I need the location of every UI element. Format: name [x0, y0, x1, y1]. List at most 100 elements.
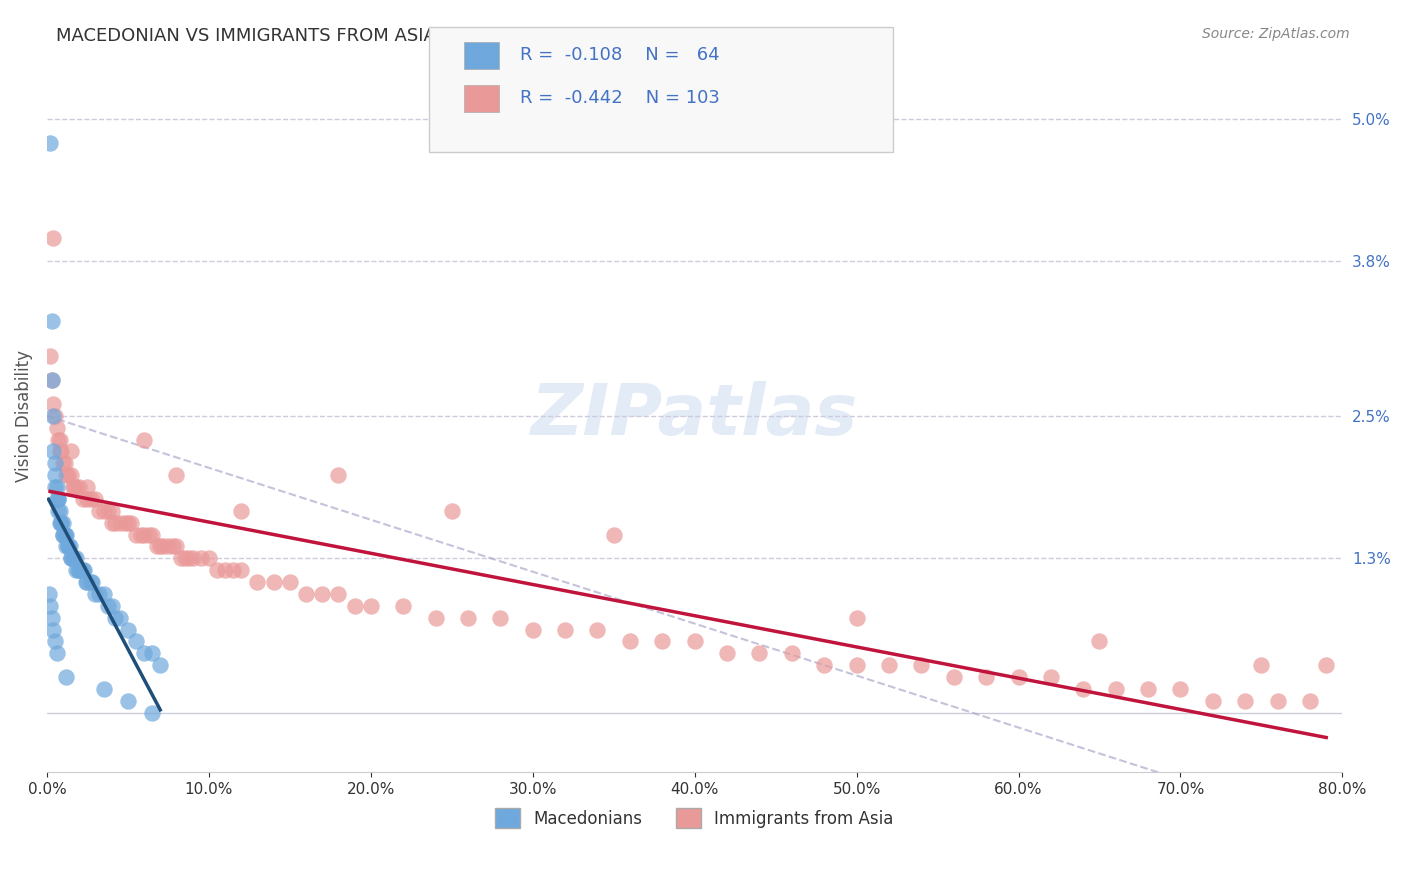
Point [79, 575, 101, 590]
Point [974, 670, 997, 684]
Point [60, 551, 83, 566]
Point [125, 527, 148, 541]
Point [52, 527, 75, 541]
Point [41, 610, 63, 624]
Point [73, 563, 96, 577]
Point [129, 527, 152, 541]
Point [120, 516, 142, 530]
Point [146, 540, 169, 554]
Point [70, 563, 93, 577]
Point [489, 610, 512, 624]
Point [55, 527, 77, 541]
Point [65, 551, 87, 566]
Point [46, 491, 69, 506]
Point [651, 634, 673, 648]
Point [75, 575, 97, 590]
Point [104, 516, 127, 530]
Y-axis label: Vision Disability: Vision Disability [15, 350, 32, 482]
Point [1039, 670, 1062, 684]
Point [780, 646, 803, 660]
Point [425, 610, 447, 624]
Point [97, 599, 120, 613]
Point [263, 575, 285, 590]
Point [152, 540, 174, 554]
Point [311, 587, 333, 601]
Point [49, 516, 72, 530]
Point [1007, 670, 1029, 684]
Point [41, 373, 63, 387]
Point [72, 491, 94, 506]
Point [132, 527, 155, 541]
Point [117, 623, 139, 637]
Point [44, 480, 66, 494]
Point [1299, 694, 1322, 708]
Point [117, 694, 139, 708]
Point [222, 563, 245, 577]
Point [392, 599, 415, 613]
Point [1250, 658, 1272, 673]
Point [38, 587, 60, 601]
Point [53, 527, 76, 541]
Point [343, 599, 366, 613]
Point [82, 575, 104, 590]
Point [97, 504, 120, 518]
Point [522, 623, 544, 637]
Point [53, 456, 76, 470]
Point [877, 658, 900, 673]
Point [602, 527, 624, 541]
Point [84, 491, 107, 506]
Point [328, 468, 350, 483]
Point [60, 444, 83, 458]
Point [60, 551, 83, 566]
Point [295, 587, 318, 601]
Point [42, 409, 65, 423]
Point [117, 516, 139, 530]
Point [63, 480, 86, 494]
Point [328, 587, 350, 601]
Point [716, 646, 738, 660]
Point [360, 599, 382, 613]
Point [125, 634, 148, 648]
Text: R =  -0.108    N =   64: R = -0.108 N = 64 [520, 46, 720, 64]
Point [1234, 694, 1257, 708]
Point [181, 551, 204, 566]
Point [1071, 681, 1094, 696]
Point [52, 516, 75, 530]
Point [100, 504, 122, 518]
Point [231, 504, 253, 518]
Point [108, 516, 131, 530]
Point [39, 136, 62, 150]
Point [55, 540, 77, 554]
Legend: Macedonians, Immigrants from Asia: Macedonians, Immigrants from Asia [489, 801, 900, 835]
Point [72, 563, 94, 577]
Point [165, 468, 187, 483]
Point [1105, 681, 1128, 696]
Point [942, 670, 965, 684]
Point [49, 504, 72, 518]
Point [1088, 634, 1111, 648]
Point [60, 468, 83, 483]
Point [53, 527, 76, 541]
Text: ZIPatlas: ZIPatlas [531, 381, 858, 450]
Point [39, 350, 62, 364]
Point [214, 563, 236, 577]
Point [138, 527, 160, 541]
Point [683, 634, 706, 648]
Point [87, 504, 110, 518]
Point [55, 670, 77, 684]
Point [56, 468, 79, 483]
Point [100, 599, 122, 613]
Point [62, 551, 84, 566]
Point [56, 540, 79, 554]
Point [49, 433, 72, 447]
Point [51, 516, 73, 530]
Point [44, 634, 66, 648]
Point [845, 658, 868, 673]
Point [1170, 681, 1192, 696]
Point [52, 527, 75, 541]
Point [149, 658, 172, 673]
Point [813, 658, 835, 673]
Point [42, 397, 65, 411]
Point [56, 540, 79, 554]
Point [162, 540, 184, 554]
